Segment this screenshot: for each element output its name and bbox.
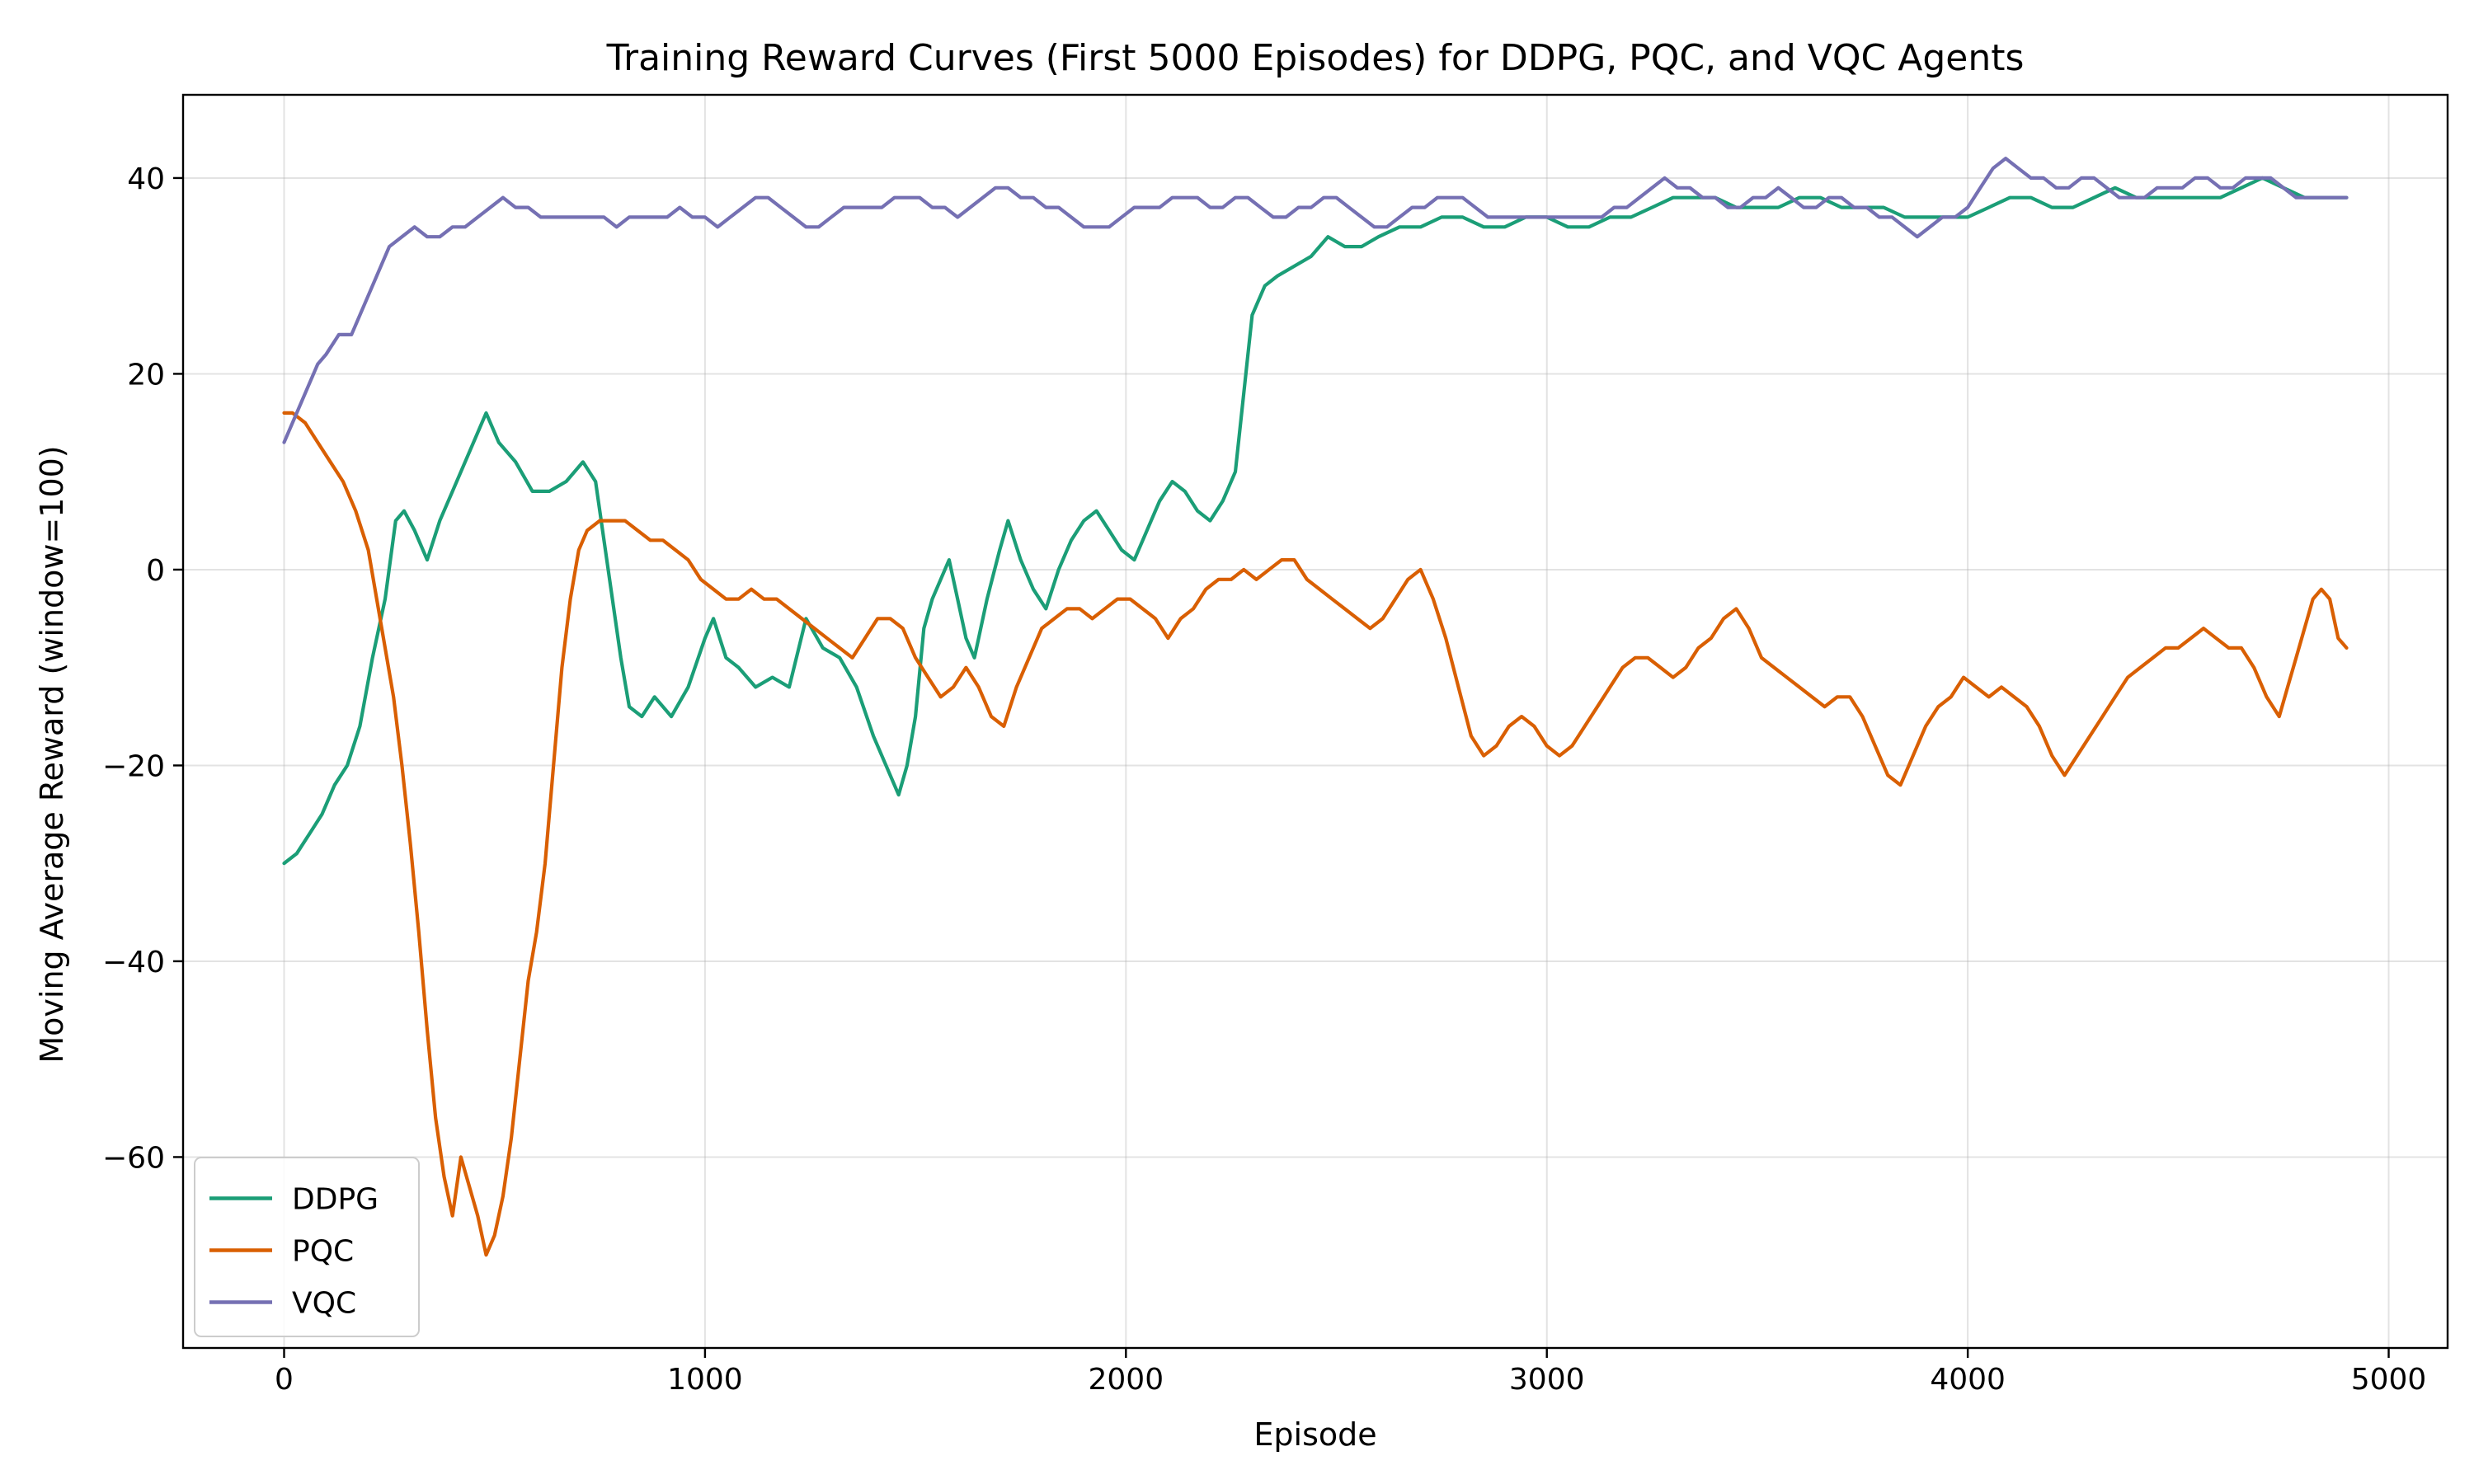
series-line-ddpg: [282, 176, 2349, 866]
grid-lines: [183, 95, 2448, 1348]
plot-frame: [181, 93, 2449, 1350]
x-axis-ticks: 0 1000 2000 3000 4000 5000: [275, 1348, 2426, 1397]
legend-box: [194, 1157, 420, 1337]
legend-label-pqc: PQC: [292, 1235, 354, 1269]
x-tick-label: 5000: [2351, 1363, 2427, 1397]
y-tick-label: 0: [146, 554, 165, 588]
y-axis-label: Moving Average Reward (window=100): [34, 445, 70, 1063]
y-tick-label: 40: [127, 162, 165, 196]
y-tick-label: −40: [102, 946, 165, 979]
legend-label-vqc: VQC: [292, 1287, 356, 1321]
x-tick-label: 1000: [667, 1363, 743, 1397]
series-line-pqc: [282, 411, 2349, 1257]
x-axis-label: Episode: [1253, 1416, 1376, 1453]
x-tick-label: 3000: [1509, 1363, 1585, 1397]
legend-label-ddpg: DDPG: [292, 1183, 379, 1217]
chart-title: Training Reward Curves (First 5000 Episo…: [606, 37, 2025, 79]
series-lines: [282, 157, 2349, 1257]
y-tick-label: −60: [102, 1141, 165, 1175]
x-tick-label: 0: [275, 1363, 294, 1397]
y-tick-label: 20: [127, 358, 165, 392]
y-tick-label: −20: [102, 749, 165, 783]
legend: DDPG PQC VQC: [194, 1157, 420, 1337]
series-line-vqc: [282, 157, 2349, 444]
x-tick-label: 4000: [1930, 1363, 2006, 1397]
x-tick-label: 2000: [1089, 1363, 1164, 1397]
y-axis-ticks: −60 −40 −20 0 20 40: [102, 162, 183, 1175]
